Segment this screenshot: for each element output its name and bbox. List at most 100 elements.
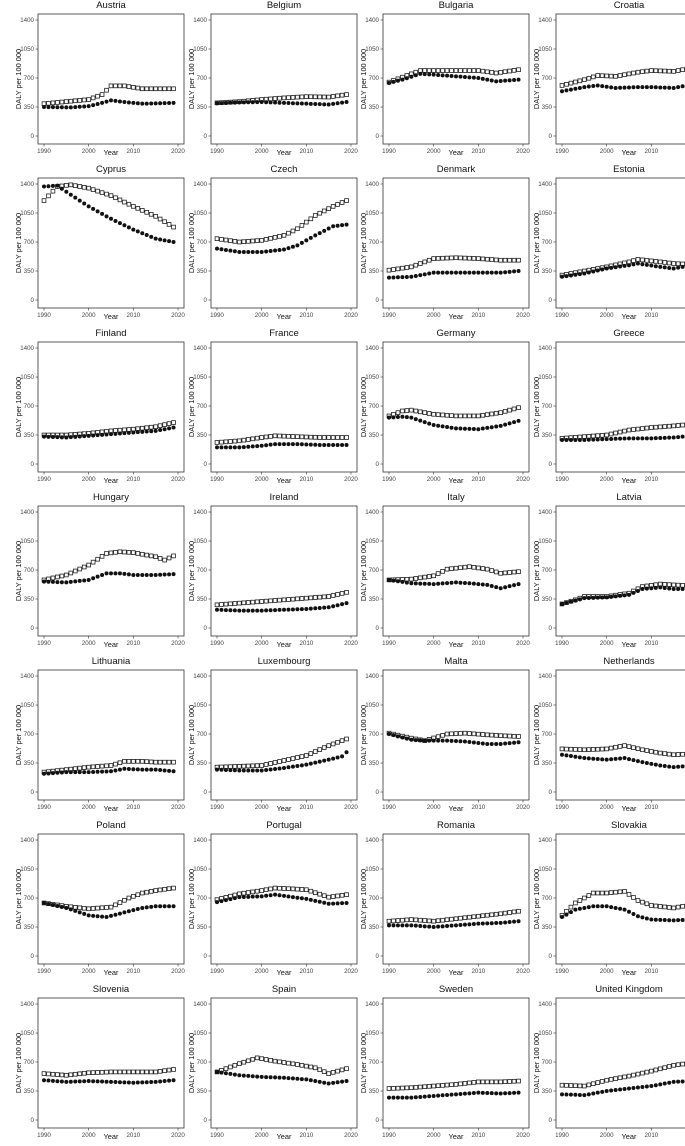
point-filled-slovenia — [73, 1079, 78, 1084]
point-open-germany — [422, 410, 428, 415]
point-open-czech — [254, 238, 260, 243]
point-filled-ireland — [282, 607, 286, 612]
point-open-slovenia — [72, 1071, 78, 1077]
point-open-spain — [268, 1058, 273, 1063]
point-open-france — [321, 435, 327, 440]
point-open-denmark — [426, 257, 432, 263]
point-filled-malta — [404, 736, 409, 741]
point-filled-belgium — [340, 100, 345, 105]
point-filled-hungary — [46, 579, 51, 584]
point-open-croatia — [590, 74, 596, 80]
x-tick-label: 2010 — [299, 968, 313, 975]
point-open-croatia — [653, 68, 659, 74]
point-filled-finland — [50, 434, 55, 439]
x-axis-label: Year — [622, 476, 637, 485]
y-tick-label: 1400 — [193, 673, 207, 680]
y-axis-label: DALY per 100 000 — [532, 1033, 541, 1093]
point-filled-france — [250, 444, 255, 449]
point-filled-germany — [413, 417, 418, 422]
point-open-hungary — [68, 570, 74, 576]
point-filled-italy — [476, 582, 481, 587]
point-open-austria — [90, 95, 96, 101]
y-tick-label: 0 — [31, 789, 35, 796]
point-open-france — [272, 433, 278, 439]
x-tick-label: 2020 — [516, 312, 530, 319]
point-open-belgium — [339, 92, 345, 98]
point-filled-finland — [158, 428, 163, 433]
point-open-poland — [77, 905, 83, 911]
point-filled-greece — [595, 437, 600, 442]
y-tick-label: 1400 — [365, 509, 379, 516]
point-filled-ireland — [344, 601, 349, 606]
point-open-bulgaria — [493, 70, 499, 76]
point-filled-latvia — [609, 594, 614, 599]
x-tick-label: 2000 — [427, 804, 441, 811]
point-filled-croatia — [627, 85, 631, 90]
point-filled-united-kingdom — [658, 1082, 663, 1087]
point-open-italy — [422, 574, 428, 580]
point-open-belgium — [281, 95, 287, 101]
y-tick-label: 700 — [369, 75, 380, 82]
point-filled-netherlands — [618, 756, 623, 761]
point-open-croatia — [635, 69, 641, 75]
point-filled-cyprus — [131, 227, 136, 232]
point-open-sweden — [462, 1081, 468, 1086]
point-filled-cyprus — [153, 236, 158, 241]
point-filled-estonia — [676, 265, 681, 270]
point-filled-poland — [95, 914, 100, 919]
point-filled-denmark — [422, 272, 427, 277]
point-open-czech — [277, 234, 282, 239]
point-open-ireland — [321, 594, 327, 600]
point-open-croatia — [680, 67, 685, 73]
point-open-belgium — [335, 93, 340, 99]
x-tick-label: 2010 — [299, 476, 313, 483]
point-filled-germany — [512, 420, 517, 425]
point-filled-austria — [104, 99, 109, 104]
point-filled-germany — [476, 427, 481, 432]
point-filled-czech — [273, 248, 278, 253]
point-filled-portugal — [237, 895, 242, 900]
point-open-slovenia — [162, 1068, 167, 1074]
point-filled-luxembourg — [313, 760, 318, 765]
point-open-netherlands — [599, 746, 605, 752]
point-open-spain — [232, 1063, 238, 1068]
point-filled-netherlands — [649, 761, 654, 766]
y-tick-label: 700 — [24, 1059, 35, 1066]
point-filled-portugal — [250, 894, 255, 899]
point-filled-slovenia — [42, 1078, 46, 1083]
point-filled-poland — [64, 905, 69, 910]
point-open-ireland — [268, 598, 273, 604]
point-filled-malta — [431, 738, 436, 743]
point-filled-czech — [295, 243, 300, 248]
point-filled-finland — [68, 435, 73, 440]
point-open-malta — [480, 732, 486, 737]
point-filled-bulgaria — [480, 76, 485, 81]
point-open-luxembourg — [263, 762, 269, 767]
point-open-hungary — [64, 572, 69, 578]
point-filled-germany — [440, 424, 445, 429]
point-open-ireland — [263, 598, 269, 604]
point-filled-malta — [418, 738, 423, 743]
point-open-estonia — [640, 257, 645, 263]
point-open-poland — [117, 900, 123, 905]
point-open-greece — [653, 424, 659, 430]
point-open-belgium — [290, 95, 296, 100]
x-tick-label: 1990 — [382, 968, 396, 975]
point-open-sweden — [417, 1084, 423, 1090]
point-open-portugal — [263, 887, 269, 893]
point-filled-malta — [449, 738, 454, 743]
point-filled-ireland — [317, 605, 322, 610]
y-tick-label: 1050 — [538, 866, 552, 873]
point-filled-romania — [489, 921, 494, 926]
point-open-romania — [462, 915, 468, 921]
point-open-austria — [162, 86, 167, 92]
point-filled-france — [219, 445, 224, 450]
point-open-czech — [237, 239, 242, 245]
point-filled-belgium — [250, 100, 255, 105]
point-filled-finland — [126, 430, 131, 435]
point-filled-greece — [635, 436, 640, 441]
point-open-romania — [471, 914, 477, 920]
point-open-malta — [516, 734, 521, 739]
point-filled-estonia — [680, 264, 685, 269]
